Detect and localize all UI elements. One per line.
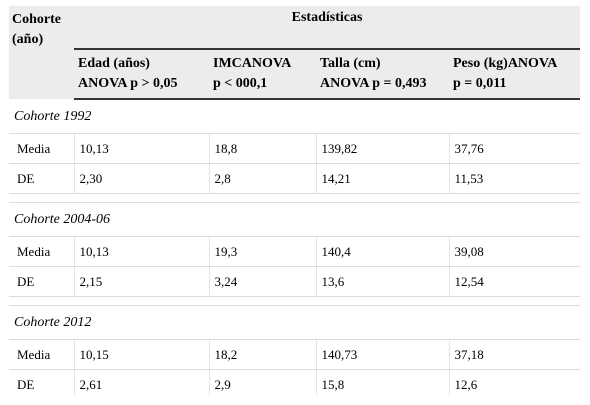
- table-row: DE 2,61 2,9 15,8 12,6: [9, 369, 580, 395]
- cell-talla: 139,82: [316, 133, 450, 164]
- cell-imc: 18,2: [209, 339, 317, 370]
- cell-peso: 12,54: [449, 266, 580, 297]
- spacer-row: [9, 193, 580, 203]
- row-label: Media: [9, 236, 75, 267]
- table-header: Cohorte (año) Estadísticas Edad (años) AN…: [9, 6, 580, 100]
- column-header-line2: ANOVA p = 0,493: [320, 76, 427, 91]
- column-header-line1: Peso (kg)ANOVA: [453, 56, 558, 71]
- header-row-columns: Edad (años) ANOVA p > 0,05 IMCANOVA p < 00…: [9, 48, 580, 100]
- cell-edad: 2,15: [74, 266, 210, 297]
- cell-peso: 37,18: [449, 339, 580, 370]
- column-header-line2: p = 0,011: [453, 76, 507, 91]
- spacer-cell: [9, 296, 580, 306]
- column-header-line1: Edad (años): [78, 56, 150, 71]
- row-label: DE: [9, 369, 75, 395]
- cell-edad: 2,61: [74, 369, 210, 395]
- cell-talla: 140,4: [316, 236, 450, 267]
- cell-imc: 2,9: [209, 369, 317, 395]
- cell-edad: 10,13: [74, 236, 210, 267]
- cell-peso: 12,6: [449, 369, 580, 395]
- cell-peso: 11,53: [449, 163, 580, 194]
- cell-edad: 2,30: [74, 163, 210, 194]
- spacer-row: [9, 296, 580, 306]
- column-header-talla: Talla (cm) ANOVA p = 0,493: [316, 48, 449, 100]
- row-label: Media: [9, 339, 75, 370]
- column-header-peso: Peso (kg)ANOVA p = 0,011: [449, 48, 580, 100]
- group-row-1992: Cohorte 1992: [9, 99, 580, 134]
- group-title: Cohorte 1992: [9, 99, 580, 134]
- table-row: Media 10,13 18,8 139,82 37,76: [9, 133, 580, 164]
- group-row-2012: Cohorte 2012: [9, 305, 580, 340]
- column-header-line1: Talla (cm): [320, 56, 381, 71]
- column-header-line2: ANOVA p > 0,05: [78, 76, 178, 91]
- row-label: DE: [9, 163, 75, 194]
- cohorte-header: Cohorte (año): [9, 6, 74, 99]
- cell-talla: 14,21: [316, 163, 450, 194]
- table-body: Cohorte 1992 Media 10,13 18,8 139,82 37,…: [9, 99, 580, 395]
- statistics-table-container: Cohorte (año) Estadísticas Edad (años) AN…: [9, 6, 580, 395]
- table-row: DE 2,15 3,24 13,6 12,54: [9, 266, 580, 297]
- row-label: Media: [9, 133, 75, 164]
- row-label: DE: [9, 266, 75, 297]
- column-header-line1: IMCANOVA: [213, 56, 292, 71]
- estadisticas-header: Estadísticas: [74, 6, 580, 49]
- cell-edad: 10,15: [74, 339, 210, 370]
- cell-imc: 18,8: [209, 133, 317, 164]
- column-header-edad: Edad (años) ANOVA p > 0,05: [74, 48, 209, 100]
- column-header-imc: IMCANOVA p < 000,1: [209, 48, 316, 100]
- cell-peso: 37,76: [449, 133, 580, 164]
- cell-imc: 19,3: [209, 236, 317, 267]
- cell-talla: 15,8: [316, 369, 450, 395]
- column-header-line2: p < 000,1: [213, 76, 268, 91]
- cell-imc: 2,8: [209, 163, 317, 194]
- table-row: Media 10,15 18,2 140,73 37,18: [9, 339, 580, 370]
- statistics-table: Cohorte (año) Estadísticas Edad (años) AN…: [9, 6, 580, 395]
- cell-peso: 39,08: [449, 236, 580, 267]
- cell-talla: 13,6: [316, 266, 450, 297]
- group-row-2004-06: Cohorte 2004-06: [9, 202, 580, 237]
- table-row: DE 2,30 2,8 14,21 11,53: [9, 163, 580, 194]
- group-title: Cohorte 2012: [9, 305, 580, 340]
- spacer-cell: [9, 193, 580, 203]
- header-row-top: Cohorte (año) Estadísticas: [9, 6, 580, 99]
- cell-talla: 140,73: [316, 339, 450, 370]
- table-row: Media 10,13 19,3 140,4 39,08: [9, 236, 580, 267]
- group-title: Cohorte 2004-06: [9, 202, 580, 237]
- cell-imc: 3,24: [209, 266, 317, 297]
- cell-edad: 10,13: [74, 133, 210, 164]
